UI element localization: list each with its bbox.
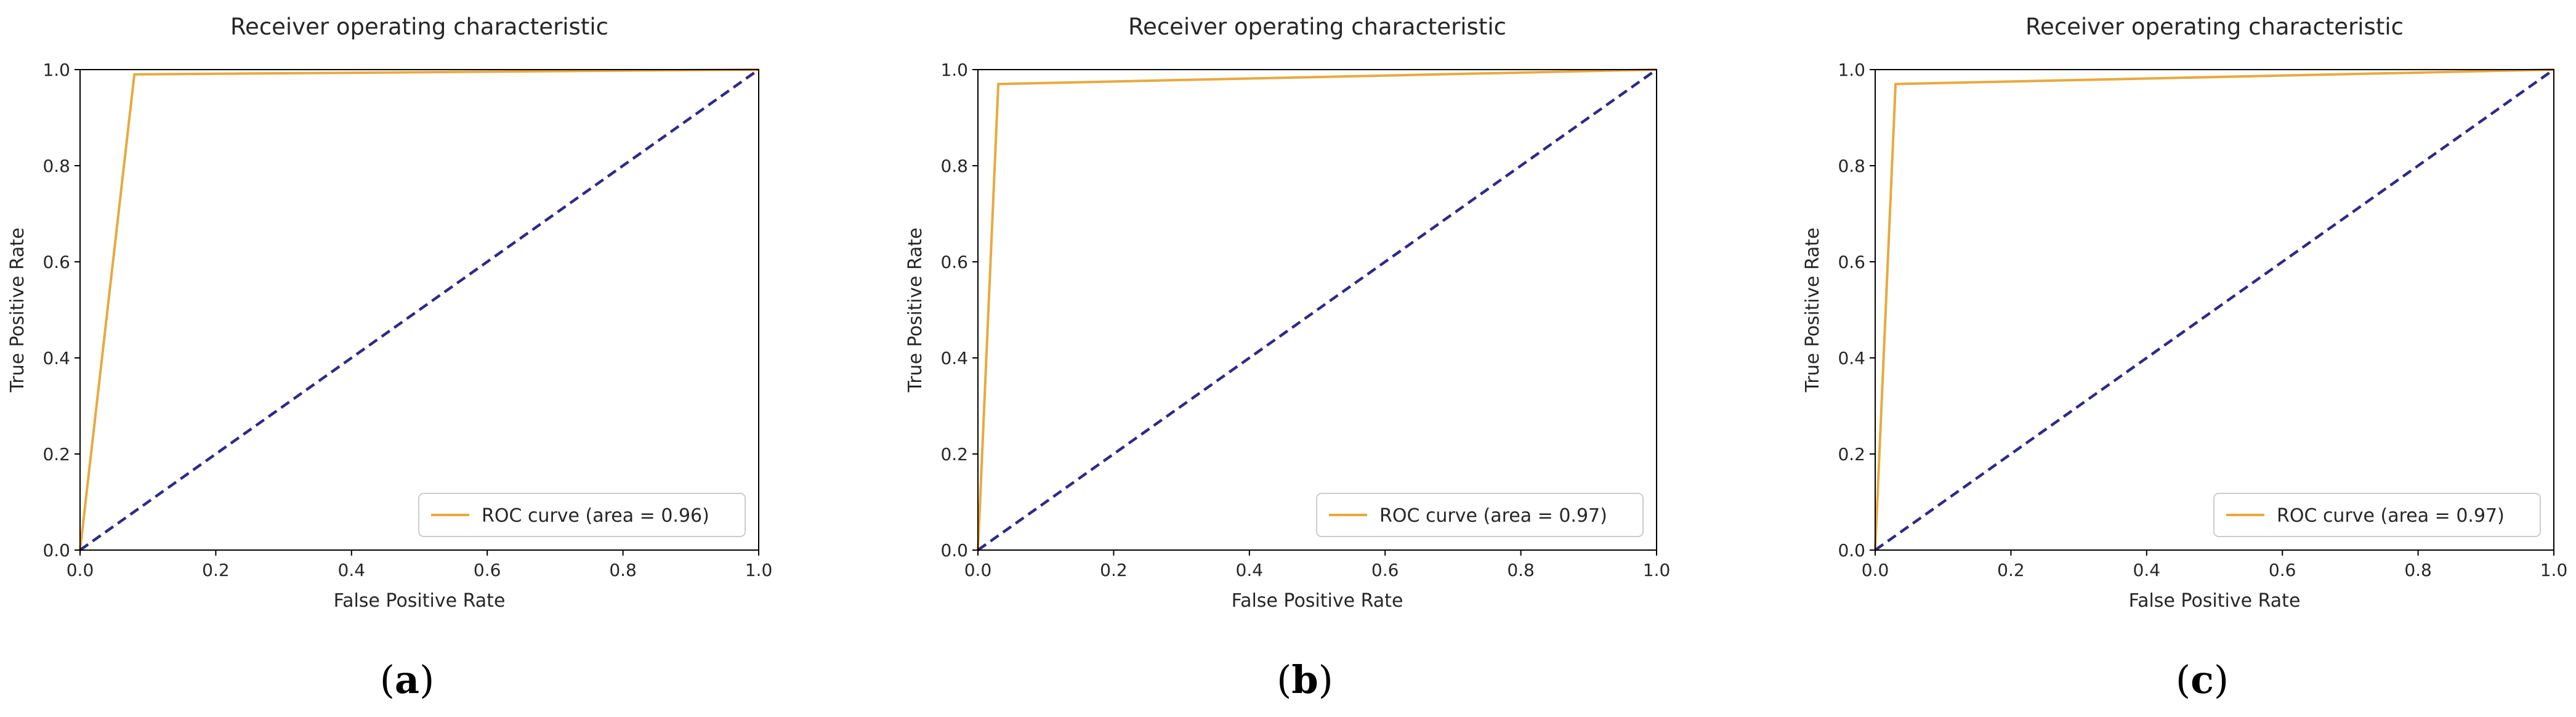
x-tick-label: 0.6 [1371, 560, 1399, 580]
y-tick-label: 0.4 [42, 348, 70, 368]
x-tick-label: 0.6 [474, 560, 501, 580]
y-tick-label: 0.0 [42, 540, 70, 561]
panel-caption: (b) [1277, 657, 1333, 702]
caption-open-paren: ( [380, 657, 395, 702]
plot-frame [79, 69, 759, 551]
y-tick-label: 0.2 [940, 444, 968, 464]
chart-title: Receiver operating characteristic [230, 14, 608, 40]
plot-frame [977, 69, 1657, 551]
caption-open-paren: ( [1277, 657, 1291, 702]
roc-panel-a: Receiver operating characteristic 0.0 0.2 0… [7, 14, 772, 702]
y-tick-label: 1.0 [42, 60, 70, 80]
roc-curve-line [1874, 68, 2554, 551]
x-tick-label: 1.0 [745, 560, 773, 580]
panel-caption: (a) [380, 657, 435, 702]
diagonal-reference-line [79, 68, 760, 551]
y-tick-label: 0.6 [1838, 252, 1865, 272]
y-tick-label: 0.2 [42, 444, 70, 464]
x-tick-label: 0.6 [2269, 560, 2296, 580]
y-axis-label: True Positive Rate [1802, 227, 1823, 392]
legend-box [1316, 493, 1644, 537]
x-tick-label: 0.2 [202, 560, 230, 580]
x-tick-label: 0.8 [609, 560, 637, 580]
y-tick-label: 1.0 [940, 60, 968, 80]
y-tick-label: 0.6 [42, 252, 70, 272]
roc-curve-line [977, 68, 1657, 551]
y-tick-label: 0.4 [1838, 348, 1865, 368]
x-tick-label: 0.2 [1100, 560, 1128, 580]
y-tick-label: 0.6 [940, 252, 968, 272]
y-tick-label: 0.0 [1838, 540, 1865, 561]
caption-close-paren: ) [419, 657, 434, 702]
legend-label: ROC curve (area = 0.97) [2277, 505, 2505, 527]
y-tick-label: 1.0 [1838, 60, 1865, 80]
x-tick-label: 0.0 [964, 560, 992, 580]
x-axis-label: False Positive Rate [334, 590, 506, 612]
x-tick-label: 0.0 [1862, 560, 1889, 580]
x-tick-label: 0.4 [338, 560, 366, 580]
caption-letter: a [395, 657, 419, 702]
x-tick-label: 0.2 [1997, 560, 2025, 580]
y-tick-label: 0.0 [940, 540, 968, 561]
caption-letter: b [1291, 657, 1318, 702]
chart-title: Receiver operating characteristic [2025, 14, 2404, 40]
x-axis-label: False Positive Rate [1232, 590, 1403, 612]
x-tick-label: 1.0 [2540, 560, 2568, 580]
x-tick-label: 0.8 [2404, 560, 2432, 580]
y-tick-label: 0.8 [42, 156, 70, 176]
x-tick-label: 0.4 [2133, 560, 2161, 580]
roc-curve-line [79, 68, 759, 551]
legend-label: ROC curve (area = 0.96) [482, 505, 709, 527]
caption-close-paren: ) [2214, 657, 2229, 702]
legend-box [2213, 493, 2541, 537]
x-tick-label: 0.4 [1236, 560, 1264, 580]
y-axis-label: True Positive Rate [905, 227, 926, 392]
chart-title: Receiver operating characteristic [1128, 14, 1506, 40]
x-tick-label: 0.8 [1507, 560, 1535, 580]
diagonal-reference-line [977, 68, 1658, 551]
y-tick-label: 0.4 [940, 348, 968, 368]
caption-letter: c [2190, 657, 2214, 702]
roc-panel-c: Receiver operating characteristic 0.0 0.2 0… [1802, 14, 2567, 702]
x-axis-label: False Positive Rate [2129, 590, 2301, 612]
y-axis-label: True Positive Rate [7, 227, 28, 392]
panel-caption: (c) [2176, 657, 2229, 702]
caption-close-paren: ) [1318, 657, 1333, 702]
y-tick-label: 0.8 [1838, 156, 1865, 176]
caption-open-paren: ( [2176, 657, 2190, 702]
legend-box [418, 493, 746, 537]
x-tick-label: 1.0 [1643, 560, 1671, 580]
plot-frame [1875, 69, 2554, 551]
x-tick-label: 0.0 [67, 560, 94, 580]
roc-panel-b: Receiver operating characteristic 0.0 0.2 0… [905, 14, 1670, 702]
y-tick-label: 0.8 [940, 156, 968, 176]
y-tick-label: 0.2 [1838, 444, 1865, 464]
diagonal-reference-line [1874, 68, 2555, 551]
legend-label: ROC curve (area = 0.97) [1379, 505, 1607, 527]
